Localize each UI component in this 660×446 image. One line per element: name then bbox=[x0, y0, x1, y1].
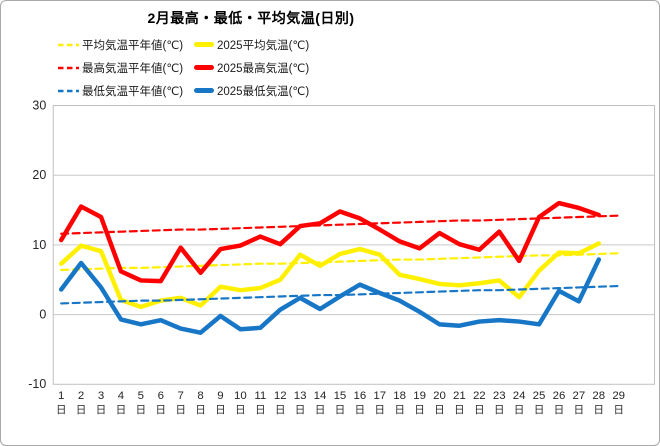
x-tick-suffix-15: 日 bbox=[335, 405, 345, 416]
x-tick-suffix-6: 日 bbox=[156, 405, 166, 416]
x-tick-day-8: 8 bbox=[197, 390, 203, 402]
x-tick-day-4: 4 bbox=[118, 390, 125, 402]
series-line-avg_normal bbox=[60, 252, 620, 272]
x-tick-day-7: 7 bbox=[177, 390, 183, 402]
y-tick-label-10: 10 bbox=[32, 238, 46, 252]
x-tick-suffix-1: 日 bbox=[56, 405, 66, 416]
legend-min-2025-swatch bbox=[194, 88, 214, 93]
legend-avg-2025-label: 2025平均気温(℃) bbox=[217, 39, 310, 52]
x-tick-day-18: 18 bbox=[393, 390, 406, 402]
x-tick-suffix-2: 日 bbox=[76, 405, 86, 416]
series-line-max_2025 bbox=[58, 200, 602, 284]
legend-min-normal-label: 最低気温平年値(℃) bbox=[82, 85, 184, 98]
x-tick-suffix-11: 日 bbox=[255, 405, 265, 416]
x-tick-suffix-16: 日 bbox=[355, 405, 365, 416]
x-tick-suffix-26: 日 bbox=[554, 405, 564, 416]
x-tick-day-27: 27 bbox=[573, 390, 586, 402]
x-tick-suffix-10: 日 bbox=[235, 405, 245, 416]
x-tick-suffix-22: 日 bbox=[474, 405, 484, 416]
series-line-max_normal bbox=[60, 214, 620, 235]
legend-row-0: 平均気温平年値(℃) 2025平均気温(℃) bbox=[58, 33, 309, 56]
x-tick-suffix-17: 日 bbox=[375, 405, 385, 416]
x-tick-day-25: 25 bbox=[533, 390, 546, 402]
legend-min-normal-swatch bbox=[58, 89, 79, 92]
series-line-min_2025 bbox=[58, 257, 602, 335]
x-tick-suffix-12: 日 bbox=[275, 405, 285, 416]
x-tick-day-28: 28 bbox=[592, 390, 605, 402]
legend-min-2025-label: 2025最低気温(℃) bbox=[217, 85, 310, 98]
y-tick-label--10: -10 bbox=[28, 377, 46, 391]
x-tick-suffix-3: 日 bbox=[96, 405, 106, 416]
x-tick-suffix-13: 日 bbox=[295, 405, 305, 416]
x-tick-day-19: 19 bbox=[413, 390, 426, 402]
y-tick-label-20: 20 bbox=[32, 168, 46, 182]
x-tick-day-14: 14 bbox=[314, 390, 327, 402]
x-tick-day-10: 10 bbox=[234, 390, 247, 402]
legend-min-2025: 2025最低気温(℃) bbox=[194, 83, 309, 99]
legend: 平均気温平年値(℃) 2025平均気温(℃) 最高気温平年値(℃) 2025最高気温(… bbox=[58, 33, 309, 102]
series-line-avg_2025 bbox=[58, 241, 602, 310]
legend-max-2025-swatch bbox=[194, 65, 214, 70]
x-tick-suffix-21: 日 bbox=[454, 405, 464, 416]
legend-avg-2025: 2025平均気温(℃) bbox=[194, 37, 309, 53]
x-tick-day-9: 9 bbox=[217, 390, 223, 402]
x-tick-day-23: 23 bbox=[493, 390, 506, 402]
legend-max-2025: 2025最高気温(℃) bbox=[194, 60, 309, 76]
legend-row-1: 最高気温平年値(℃) 2025最高気温(℃) bbox=[58, 56, 309, 79]
x-tick-suffix-7: 日 bbox=[175, 405, 185, 416]
y-tick-label-0: 0 bbox=[39, 308, 46, 322]
legend-max-normal: 最高気温平年値(℃) bbox=[58, 60, 194, 76]
legend-max-normal-swatch bbox=[58, 66, 79, 69]
x-tick-day-26: 26 bbox=[553, 390, 566, 402]
legend-avg-normal: 平均気温平年値(℃) bbox=[58, 37, 194, 53]
legend-max-2025-label: 2025最高気温(℃) bbox=[217, 62, 310, 75]
x-tick-day-20: 20 bbox=[433, 390, 446, 402]
x-tick-day-15: 15 bbox=[334, 390, 347, 402]
x-tick-day-1: 1 bbox=[58, 390, 64, 402]
x-tick-day-16: 16 bbox=[353, 390, 366, 402]
x-tick-suffix-19: 日 bbox=[414, 405, 424, 416]
legend-min-normal: 最低気温平年値(℃) bbox=[58, 83, 194, 99]
x-tick-day-3: 3 bbox=[98, 390, 104, 402]
x-tick-suffix-8: 日 bbox=[195, 405, 205, 416]
x-tick-suffix-5: 日 bbox=[136, 405, 146, 416]
legend-avg-normal-label: 平均気温平年値(℃) bbox=[82, 39, 184, 52]
x-tick-day-5: 5 bbox=[138, 390, 144, 402]
x-tick-day-22: 22 bbox=[473, 390, 486, 402]
x-tick-day-6: 6 bbox=[158, 390, 164, 402]
x-tick-suffix-18: 日 bbox=[394, 405, 404, 416]
x-tick-day-12: 12 bbox=[274, 390, 287, 402]
x-tick-suffix-20: 日 bbox=[434, 405, 444, 416]
y-tick-label-30: 30 bbox=[32, 99, 46, 113]
x-tick-day-11: 11 bbox=[254, 390, 266, 402]
x-tick-day-13: 13 bbox=[294, 390, 307, 402]
x-tick-suffix-25: 日 bbox=[534, 405, 544, 416]
x-tick-suffix-27: 日 bbox=[574, 405, 584, 416]
chart-title: 2月最高・最低・平均気温(日別) bbox=[147, 10, 355, 26]
legend-avg-2025-swatch bbox=[194, 42, 214, 47]
x-tick-suffix-9: 日 bbox=[215, 405, 225, 416]
x-tick-suffix-28: 日 bbox=[594, 405, 604, 416]
x-tick-day-21: 21 bbox=[453, 390, 466, 402]
x-tick-day-29: 29 bbox=[612, 390, 625, 402]
x-tick-suffix-24: 日 bbox=[514, 405, 524, 416]
x-tick-suffix-4: 日 bbox=[116, 405, 126, 416]
x-tick-suffix-14: 日 bbox=[315, 405, 325, 416]
x-tick-suffix-29: 日 bbox=[613, 405, 623, 416]
legend-row-2: 最低気温平年値(℃) 2025最低気温(℃) bbox=[58, 79, 309, 102]
x-tick-suffix-23: 日 bbox=[494, 405, 504, 416]
legend-max-normal-label: 最高気温平年値(℃) bbox=[82, 62, 184, 75]
legend-avg-normal-swatch bbox=[58, 43, 79, 46]
x-tick-day-17: 17 bbox=[373, 390, 386, 402]
x-tick-day-2: 2 bbox=[78, 390, 84, 402]
x-tick-day-24: 24 bbox=[513, 390, 526, 402]
